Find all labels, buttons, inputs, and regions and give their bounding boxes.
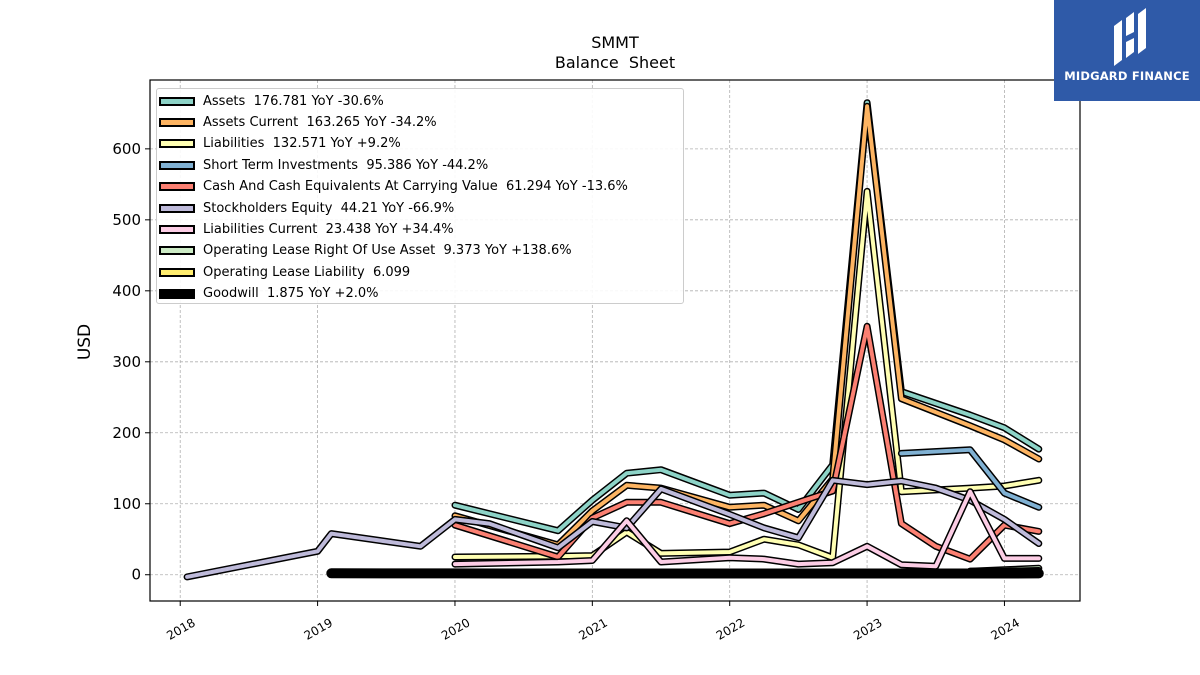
legend-label: Assets Current 163.265 YoY -34.2% <box>203 114 437 130</box>
x-tick-label: 2022 <box>714 615 747 642</box>
legend-label: Operating Lease Liability 6.099 <box>203 264 411 280</box>
x-tick-label: 2021 <box>576 615 609 642</box>
series-line-4 <box>453 324 1041 562</box>
x-tick-label: 2018 <box>164 615 197 642</box>
legend-label: Liabilities 132.571 YoY +9.2% <box>203 136 401 152</box>
legend-item: Goodwill 1.875 YoY +2.0% <box>159 285 378 303</box>
legend-swatch <box>159 203 195 213</box>
series-line-5 <box>185 478 1041 579</box>
plot-frame <box>149 79 1081 602</box>
legend-item: Stockholders Equity 44.21 YoY -66.9% <box>159 199 454 217</box>
x-tick-label: 2020 <box>439 615 472 642</box>
y-tick-label: 400 <box>112 282 141 300</box>
chart-title: SMMT <box>591 33 639 52</box>
y-tick-label: 300 <box>112 353 141 371</box>
legend-swatch <box>159 246 195 256</box>
x-tick-label: 2019 <box>302 615 335 642</box>
legend-item: Liabilities Current 23.438 YoY +34.4% <box>159 220 454 238</box>
series-line-1 <box>453 104 1041 547</box>
legend-item: Short Term Investments 95.386 YoY -44.2% <box>159 156 488 174</box>
legend-swatch <box>159 139 195 149</box>
chart-subtitle: Balance Sheet <box>555 53 675 72</box>
legend-item: Assets 176.781 YoY -30.6% <box>159 92 384 110</box>
legend-swatch <box>159 267 195 277</box>
legend-swatch <box>159 160 195 170</box>
brand-logo: MIDGARD FINANCE <box>1054 0 1200 101</box>
x-tick-label: 2024 <box>988 615 1021 642</box>
legend-item: Cash And Cash Equivalents At Carrying Va… <box>159 178 628 196</box>
brand-name: MIDGARD FINANCE <box>1064 69 1190 83</box>
legend-swatch <box>159 224 195 234</box>
legend-swatch <box>159 96 195 106</box>
legend-item: Assets Current 163.265 YoY -34.2% <box>159 113 437 131</box>
legend-label: Operating Lease Right Of Use Asset 9.373… <box>203 243 572 259</box>
legend-label: Assets 176.781 YoY -30.6% <box>203 93 384 109</box>
legend-label: Liabilities Current 23.438 YoY +34.4% <box>203 221 454 237</box>
legend-swatch <box>159 288 195 299</box>
y-tick-label: 500 <box>112 211 141 229</box>
legend-label: Stockholders Equity 44.21 YoY -66.9% <box>203 200 455 216</box>
y-tick-label: 100 <box>112 495 141 513</box>
legend-item: Operating Lease Liability 6.099 <box>159 263 410 281</box>
series-line-0 <box>453 100 1041 533</box>
legend-label: Cash And Cash Equivalents At Carrying Va… <box>203 179 628 195</box>
legend-item: Operating Lease Right Of Use Asset 9.373… <box>159 242 572 260</box>
y-axis-label: USD <box>75 324 95 360</box>
legend-label: Goodwill 1.875 YoY +2.0% <box>203 286 379 302</box>
y-tick-label: 600 <box>112 140 141 158</box>
chart-legend: Assets 176.781 YoY -30.6% Assets Current … <box>156 88 684 304</box>
legend-item: Liabilities 132.571 YoY +9.2% <box>159 135 401 153</box>
legend-swatch <box>159 182 195 192</box>
y-tick-label: 0 <box>131 566 141 584</box>
series-line-6 <box>453 489 1041 569</box>
series-line-3 <box>899 447 1041 510</box>
midgard-logo-icon <box>1114 8 1146 66</box>
legend-label: Short Term Investments 95.386 YoY -44.2% <box>203 157 489 173</box>
y-tick-label: 200 <box>112 424 141 442</box>
legend-swatch <box>159 117 195 127</box>
x-tick-label: 2023 <box>851 615 884 642</box>
